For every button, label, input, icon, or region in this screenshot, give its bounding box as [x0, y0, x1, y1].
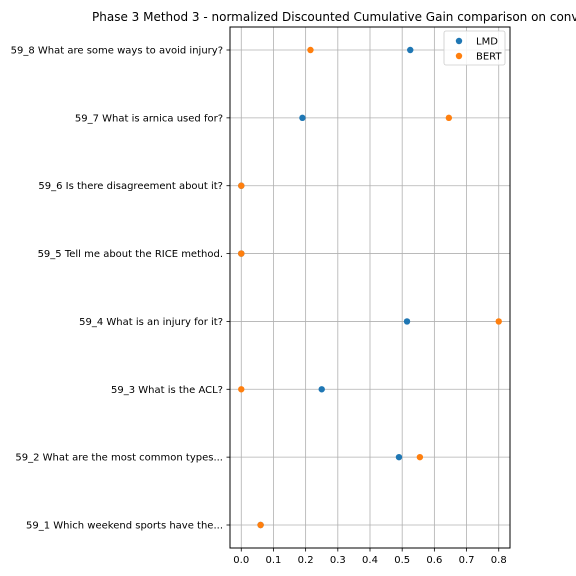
- y-tick-label: 59_2 What are the most common types...: [15, 453, 223, 464]
- data-points: [238, 46, 502, 529]
- y-tick-label: 59_4 What is an injury for it?: [79, 317, 223, 328]
- y-tick-label: 59_1 Which weekend sports have the...: [26, 521, 223, 532]
- x-tick-label: 0.3: [330, 555, 346, 566]
- legend-label-lmd: LMD: [476, 37, 498, 48]
- series-bert: [238, 46, 502, 529]
- chart-title: Phase 3 Method 3 - normalized Discounted…: [92, 10, 576, 24]
- x-tick-label: 0.8: [491, 555, 507, 566]
- y-tick-label: 59_8 What are some ways to avoid injury?: [11, 46, 223, 57]
- legend-marker-bert: [455, 52, 463, 60]
- data-point-lmd: [299, 114, 306, 122]
- x-tick-label: 0.7: [459, 555, 475, 566]
- x-axis: 0.0 0.1 0.2 0.3 0.4 0.5 0.6 0.7 0.8: [233, 548, 507, 566]
- data-point-bert: [495, 318, 502, 325]
- data-point-bert: [307, 46, 314, 54]
- x-tick-label: 0.1: [265, 555, 281, 566]
- data-point-lmd: [318, 386, 325, 393]
- data-point-bert: [445, 114, 453, 122]
- legend: LMD BERT: [443, 30, 506, 66]
- series-lmd: [238, 46, 414, 529]
- data-point-lmd: [407, 46, 414, 54]
- data-point-bert: [238, 386, 245, 393]
- x-tick-label: 0.6: [426, 555, 442, 566]
- data-point-bert: [257, 521, 264, 529]
- x-tick-label: 0.2: [298, 555, 314, 566]
- x-tick-label: 0.5: [394, 555, 410, 566]
- y-tick-label: 59_7 What is arnica used for?: [75, 113, 223, 124]
- data-point-bert: [416, 453, 424, 461]
- y-tick-label: 59_6 Is there disagreement about it?: [38, 181, 223, 192]
- x-tick-label: 0.4: [362, 555, 378, 566]
- x-tick-label: 0.0: [233, 555, 249, 566]
- grid: [230, 27, 510, 548]
- legend-label-bert: BERT: [476, 52, 502, 63]
- data-point-lmd: [395, 453, 403, 461]
- data-point-bert: [238, 182, 245, 189]
- data-point-bert: [238, 250, 245, 257]
- legend-marker-lmd: [455, 37, 463, 45]
- y-axis: 59_1 Which weekend sports have the... 59_…: [11, 46, 230, 532]
- y-tick-label: 59_3 What is the ACL?: [111, 385, 223, 396]
- y-tick-label: 59_5 Tell me about the RICE method.: [38, 249, 223, 260]
- data-point-lmd: [403, 318, 411, 325]
